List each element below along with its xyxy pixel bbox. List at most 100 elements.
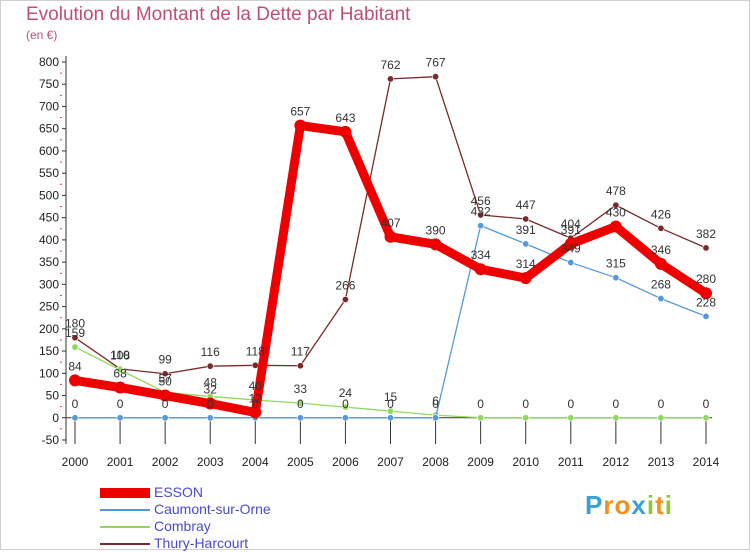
x-tick-label: 2004 [242,455,269,469]
point-combray [612,414,620,422]
logo-letter: x [631,490,647,520]
series-layer [69,73,712,422]
point-esson [609,220,622,233]
y-tick-label: 300 [39,277,59,291]
value-label-thury-harcourt: 404 [561,217,581,231]
point-caumont-sur-orne [477,222,485,230]
value-label-thury-harcourt: 180 [65,317,85,331]
point-esson [204,397,217,410]
value-label-esson: 280 [696,272,716,286]
value-label-thury-harcourt: 116 [201,345,220,359]
value-label-caumont-sur-orne: 0 [207,397,214,411]
x-tick-label: 2009 [467,455,494,469]
point-caumont-sur-orne [657,295,665,303]
x-tick-label: 2011 [558,455,584,469]
value-label-caumont-sur-orne: 315 [606,257,626,271]
logo-letter: o [614,490,632,520]
point-esson [69,374,81,387]
point-esson [294,119,307,132]
legend: ESSON Caumont-sur-Orne Combray Thury-Har… [100,484,360,552]
value-label-caumont-sur-orne: 432 [471,205,491,219]
value-label-combray: 33 [294,382,308,396]
value-label-thury-harcourt: 478 [606,184,626,198]
point-caumont-sur-orne [567,259,575,267]
point-caumont-sur-orne [341,414,349,422]
point-caumont-sur-orne [702,312,710,320]
legend-item-combray: Combray [100,518,360,535]
logo-letter: t [655,490,665,520]
y-tick-label: 100 [39,366,59,380]
point-caumont-sur-orne [386,414,394,422]
value-label-esson: 50 [158,375,172,389]
point-thury-harcourt [161,370,169,378]
x-tick-label: 2006 [332,455,359,469]
value-label-esson: 643 [335,111,355,125]
value-label-thury-harcourt: 110 [111,348,130,362]
point-esson [249,406,262,419]
proxiti-logo: Proxiti [585,490,673,521]
chart-title: Evolution du Montant de la Dette par Hab… [26,4,411,25]
legend-label-esson: ESSON [154,484,204,500]
point-combray [522,414,530,422]
y-tick-label: 0 [52,411,59,425]
point-combray [341,403,349,411]
point-thury-harcourt [296,362,304,370]
value-label-combray: 159 [65,326,85,340]
value-label-esson: 346 [651,243,671,257]
x-tick-label: 2014 [693,455,720,469]
value-label-combray: 0 [522,397,529,411]
point-caumont-sur-orne [161,414,169,422]
value-label-combray: 15 [384,390,398,404]
value-label-combray: 40 [249,379,263,393]
point-thury-harcourt [386,75,394,83]
value-label-thury-harcourt: 117 [291,345,310,359]
value-label-esson: 68 [113,367,127,381]
value-label-esson: 391 [561,223,581,237]
value-label-esson: 314 [516,257,536,271]
legend-label-caumont-sur-orne: Caumont-sur-Orne [154,501,271,517]
value-label-caumont-sur-orne: 0 [252,397,259,411]
y-tick-label: 200 [39,322,59,336]
point-esson [700,287,712,300]
y-tick-label: 750 [39,77,59,91]
value-label-esson: 430 [606,206,626,220]
point-caumont-sur-orne [206,414,214,422]
point-thury-harcourt [477,211,485,219]
point-thury-harcourt [522,215,530,223]
logo-letter: i [646,490,656,520]
x-tick-label: 2002 [152,455,179,469]
value-labels-layer: 180 110 99 116 118 117 266 762 767 456 447 404 478 42… [65,56,716,411]
point-esson [519,272,532,285]
value-label-thury-harcourt: 118 [246,344,265,358]
y-tick-label: 550 [39,166,59,180]
point-thury-harcourt [206,362,214,370]
x-tick-label: 2000 [62,455,89,469]
value-label-combray: 48 [204,375,218,389]
point-esson [159,389,172,402]
value-label-combray: 0 [703,397,710,411]
value-label-esson: 390 [426,223,446,237]
point-combray [71,343,79,351]
point-esson [339,125,352,138]
value-label-thury-harcourt: 99 [158,353,172,367]
legend-label-thury-harcourt: Thury-Harcourt [154,535,249,551]
y-tick-label: 700 [39,99,59,113]
legend-swatch-caumont-sur-orne [100,509,150,511]
value-label-caumont-sur-orne: 0 [162,397,169,411]
y-tick-label: 350 [39,255,59,269]
value-label-esson: 12 [249,391,263,405]
y-tick-label: -50 [42,433,60,447]
value-label-caumont-sur-orne: 0 [432,397,439,411]
point-combray [116,366,124,374]
value-label-esson: 84 [68,359,82,373]
chart-subtitle: (en €) [26,28,58,42]
y-tick-label: 600 [39,144,59,158]
logo-letter: r [603,490,615,520]
point-thury-harcourt [657,224,665,232]
x-tick-label: 2007 [377,455,404,469]
point-caumont-sur-orne [612,274,620,282]
value-label-caumont-sur-orne: 349 [561,242,581,256]
value-label-caumont-sur-orne: 0 [342,397,349,411]
